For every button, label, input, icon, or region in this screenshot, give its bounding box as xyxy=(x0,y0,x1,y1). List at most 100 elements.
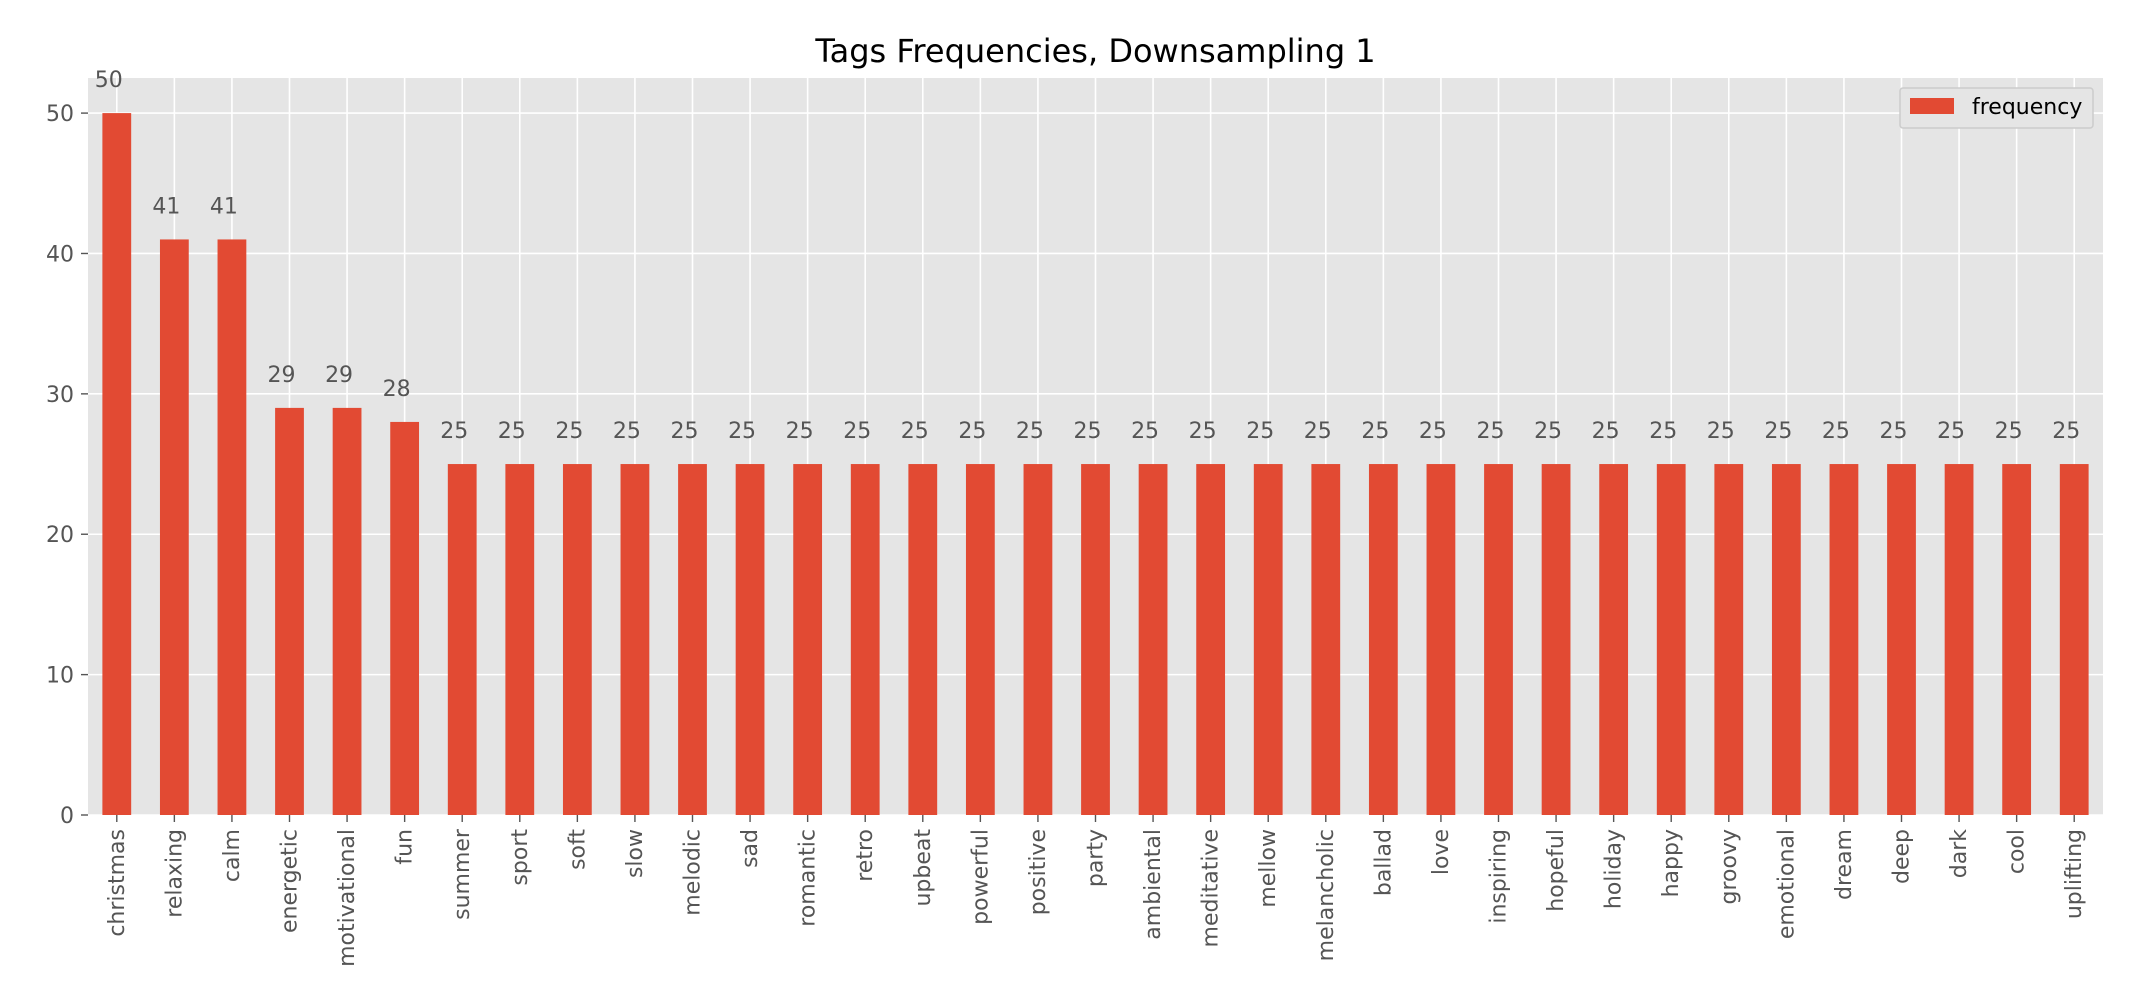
bar-energetic xyxy=(275,407,304,815)
bar-ambiental xyxy=(1138,464,1168,815)
bar-value-label: 25 xyxy=(1304,419,1332,444)
bar-christmas xyxy=(102,113,132,816)
bar-melodic xyxy=(678,464,707,815)
x-tick-label: happy xyxy=(1659,829,1684,897)
x-tick-label: calm xyxy=(220,829,245,882)
bar-upbeat xyxy=(908,464,938,815)
x-tick-label: positive xyxy=(1026,829,1051,915)
bar-value-label: 25 xyxy=(498,419,526,444)
x-tick-label: romantic xyxy=(796,829,821,927)
bar-value-label: 25 xyxy=(555,419,583,444)
x-tick-label: deep xyxy=(1890,829,1915,884)
bar-sport xyxy=(505,464,535,815)
bar-summer xyxy=(447,464,477,815)
x-tick-label: melancholic xyxy=(1314,829,1339,961)
x-tick-label: uplifting xyxy=(2062,829,2087,919)
bar-value-label: 25 xyxy=(1764,419,1792,444)
bar-value-label: 25 xyxy=(1649,419,1677,444)
bar-value-label: 25 xyxy=(1074,419,1102,444)
x-tick-label: fun xyxy=(393,829,418,865)
x-tick-label: ambiental xyxy=(1141,829,1166,940)
bar-holiday xyxy=(1599,464,1629,815)
bar-emotional xyxy=(1771,464,1801,815)
bar-slow xyxy=(620,464,650,815)
legend-label: frequency xyxy=(1972,95,2082,120)
bar-mellow xyxy=(1253,464,1283,815)
bar-value-label: 25 xyxy=(1189,419,1217,444)
bars xyxy=(102,113,2089,816)
bar-value-label: 50 xyxy=(95,68,123,93)
bar-value-label: 25 xyxy=(1937,419,1965,444)
y-tick-label: 0 xyxy=(60,804,74,829)
bar-value-label: 25 xyxy=(2052,419,2080,444)
bar-value-label: 25 xyxy=(1822,419,1850,444)
bar-love xyxy=(1426,464,1456,815)
bar-value-label: 25 xyxy=(1361,419,1389,444)
x-tick-label: emotional xyxy=(1774,829,1799,939)
bar-value-label: 25 xyxy=(728,419,756,444)
bar-value-label: 25 xyxy=(1592,419,1620,444)
x-tick-label: party xyxy=(1084,829,1109,887)
x-tick-label: sport xyxy=(508,829,533,886)
bar-happy xyxy=(1656,464,1686,815)
x-tick-label: mellow xyxy=(1256,829,1281,908)
bar-powerful xyxy=(965,464,995,815)
bar-groovy xyxy=(1714,464,1744,815)
x-tick-label: sad xyxy=(738,829,763,868)
bar-value-label: 25 xyxy=(671,419,699,444)
x-tick-label: groovy xyxy=(1717,829,1742,905)
bar-positive xyxy=(1023,464,1053,815)
bar-value-label: 25 xyxy=(1534,419,1562,444)
x-tick-label: relaxing xyxy=(162,829,187,918)
bar-dream xyxy=(1829,464,1859,815)
x-tick-label: meditative xyxy=(1199,829,1224,947)
bar-inspiring xyxy=(1484,464,1513,815)
bar-value-label: 25 xyxy=(440,419,468,444)
bar-value-label: 25 xyxy=(1995,419,2023,444)
bar-sad xyxy=(735,464,765,815)
bar-fun xyxy=(390,421,420,815)
bar-uplifting xyxy=(2059,464,2089,815)
bar-hopeful xyxy=(1541,464,1571,815)
x-tick-label: hopeful xyxy=(1544,829,1569,912)
x-tick-label: upbeat xyxy=(911,829,936,907)
bar-dark xyxy=(1944,464,1974,815)
bar-ballad xyxy=(1368,464,1398,815)
bar-value-label: 25 xyxy=(1419,419,1447,444)
bar-value-label: 25 xyxy=(1246,419,1274,444)
x-tick-label: dark xyxy=(1947,829,1972,878)
x-tick-label: soft xyxy=(565,829,590,870)
y-tick-label: 20 xyxy=(46,523,74,548)
x-tick-label: ballad xyxy=(1371,829,1396,896)
bar-value-label: 29 xyxy=(325,363,353,388)
bar-value-labels: 50 41 41 29 29 28 25 25 25 25 25 25 25 25 25 25 25 25 25 25… xyxy=(95,68,2080,444)
y-tick-label: 40 xyxy=(46,242,74,267)
bar-value-label: 41 xyxy=(152,194,180,219)
bar-motivational xyxy=(332,407,362,815)
bar-value-label: 29 xyxy=(268,363,296,388)
bar-value-label: 25 xyxy=(901,419,929,444)
bar-party xyxy=(1081,464,1110,815)
y-tick-label: 30 xyxy=(46,383,74,408)
x-tick-label: powerful xyxy=(968,829,993,925)
x-tick-label: retro xyxy=(853,829,878,882)
x-axis: christmas relaxing calm energetic motivation… xyxy=(105,815,2087,967)
bar-value-label: 25 xyxy=(613,419,641,444)
x-tick-label: inspiring xyxy=(1487,829,1512,924)
x-tick-label: melodic xyxy=(681,829,706,916)
bar-value-label: 28 xyxy=(383,377,411,402)
bar-value-label: 41 xyxy=(210,194,238,219)
bar-value-label: 25 xyxy=(1016,419,1044,444)
x-tick-label: love xyxy=(1429,829,1454,875)
bar-deep xyxy=(1887,464,1916,815)
bar-relaxing xyxy=(159,239,189,815)
bar-soft xyxy=(562,464,592,815)
bar-cool xyxy=(2002,464,2032,815)
x-tick-label: cool xyxy=(2005,829,2030,874)
bar-value-label: 25 xyxy=(958,419,986,444)
bar-value-label: 25 xyxy=(1477,419,1505,444)
bar-melancholic xyxy=(1311,464,1341,815)
x-tick-label: energetic xyxy=(278,829,303,933)
